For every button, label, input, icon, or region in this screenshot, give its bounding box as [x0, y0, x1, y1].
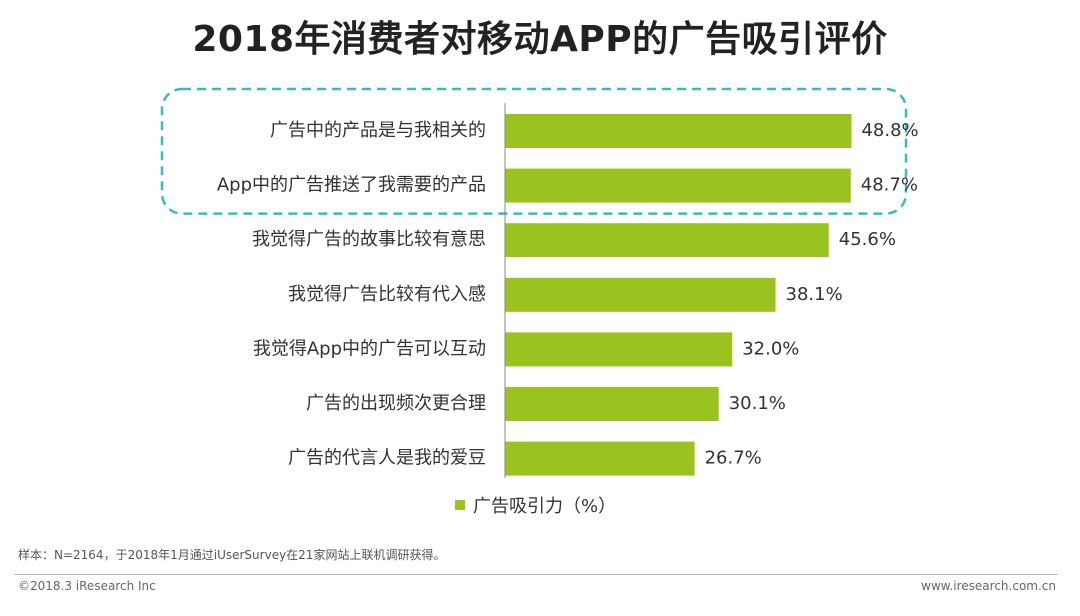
bar-5 [505, 387, 719, 421]
category-label-4: 我觉得App中的广告可以互动 [253, 338, 486, 359]
value-label-4: 32.0% [742, 338, 799, 359]
category-label-6: 广告的代言人是我的爱豆 [288, 448, 486, 469]
legend-swatch [455, 500, 465, 510]
copyright-text: ©2018.3 iResearch Inc [18, 579, 156, 593]
bar-6 [505, 441, 695, 476]
category-label-3: 我觉得广告比较有代入感 [288, 284, 486, 305]
value-label-5: 30.1% [729, 393, 786, 414]
chart-title: 2018年消费者对移动APP的广告吸引评价 [192, 19, 888, 60]
category-label-1: App中的广告推送了我需要的产品 [217, 175, 486, 196]
bar-2 [505, 223, 829, 258]
bar-4 [505, 332, 733, 367]
value-label-2: 45.6% [839, 229, 896, 250]
category-label-2: 我觉得广告的故事比较有意思 [252, 229, 486, 250]
category-label-5: 广告的出现频次更合理 [306, 393, 486, 414]
bar-1 [505, 168, 851, 203]
value-label-6: 26.7% [705, 448, 762, 469]
website-link[interactable]: www.iresearch.com.cn [921, 579, 1056, 593]
category-label-0: 广告中的产品是与我相关的 [270, 120, 486, 141]
sample-note: 样本：N=2164，于2018年1月通过iUserSurvey在21家网站上联机… [18, 548, 446, 562]
value-label-1: 48.7% [861, 175, 918, 196]
highlight-box [160, 87, 908, 215]
bar-3 [505, 277, 776, 312]
footer-divider [14, 574, 1058, 575]
legend: 广告吸引力（%） [455, 492, 616, 518]
bar-0 [505, 114, 852, 148]
value-label-3: 38.1% [786, 284, 843, 305]
legend-label: 广告吸引力（%） [473, 496, 617, 517]
value-label-0: 48.8% [861, 120, 918, 141]
